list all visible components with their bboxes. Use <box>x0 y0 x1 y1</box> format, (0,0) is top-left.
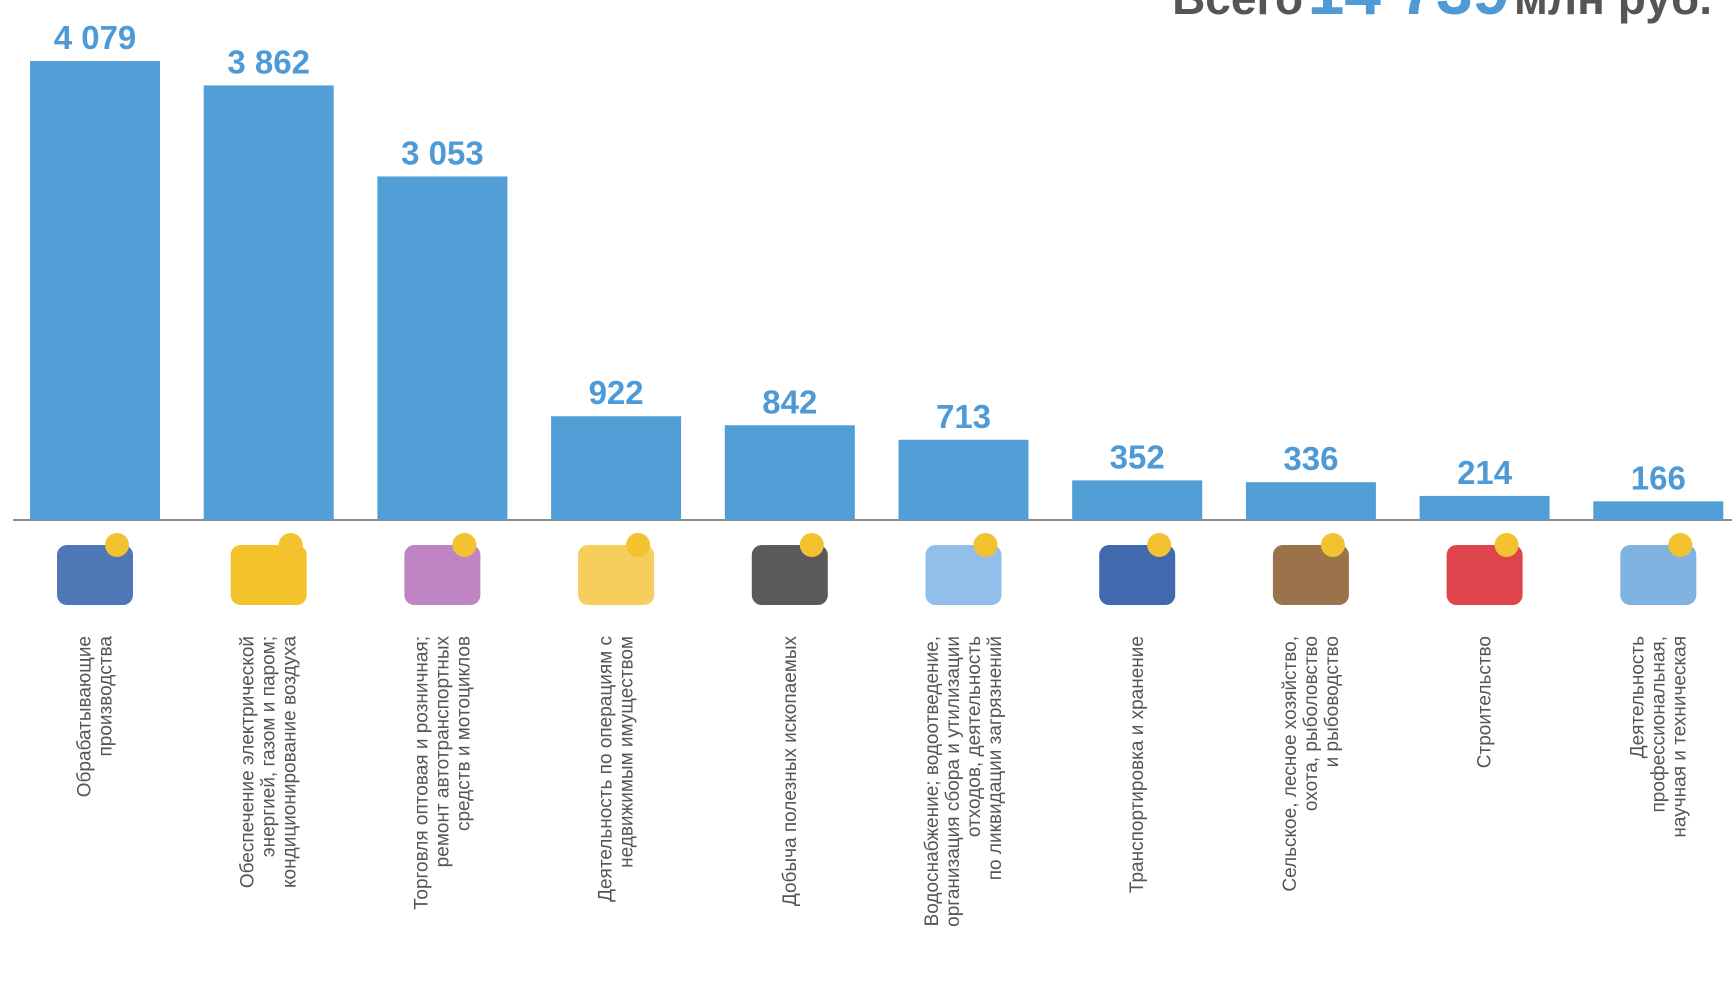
bar <box>1245 482 1376 520</box>
bar <box>377 176 508 520</box>
value-label: 842 <box>762 383 817 420</box>
icon-shape <box>278 533 303 557</box>
x-tick-label: Сельское, лесное хозяйство,охота, рыболо… <box>1280 636 1343 892</box>
icon-shape <box>578 545 655 605</box>
bar <box>1072 480 1203 520</box>
icon-shape <box>57 545 133 605</box>
value-label: 922 <box>589 374 644 411</box>
icon-shape <box>799 533 824 557</box>
x-tick-label: Водоснабжение; водоотведение,организация… <box>922 636 1006 927</box>
category-icon <box>1272 533 1349 605</box>
value-label: 3 862 <box>227 43 310 80</box>
bar <box>203 85 334 520</box>
icon-shape <box>1272 545 1349 605</box>
category-icon <box>1446 533 1523 605</box>
icon-shape <box>973 533 998 557</box>
x-tick-label: Обеспечение электрическойэнергией, газом… <box>238 636 301 889</box>
value-label: 166 <box>1631 459 1686 496</box>
title-suffix: млн руб. <box>1514 0 1712 24</box>
icon-shape <box>105 533 129 557</box>
title-prefix: Всего <box>1172 0 1303 24</box>
category-icon <box>578 533 655 605</box>
icon-shape <box>1446 545 1523 605</box>
category-icon <box>230 533 307 605</box>
icon-shape <box>1620 545 1697 605</box>
icon-shape <box>1494 533 1519 557</box>
icon-shape <box>1668 533 1693 557</box>
icon-shape <box>1147 533 1172 557</box>
bar <box>1419 495 1550 520</box>
value-label: 3 053 <box>401 134 484 171</box>
value-label: 713 <box>936 398 991 435</box>
value-label: 214 <box>1457 454 1513 491</box>
x-tick-label: Обрабатывающиепроизводства <box>75 636 117 798</box>
icon-shape <box>404 545 481 605</box>
x-tick-label: Деятельностьпрофессиональная,научная и т… <box>1627 636 1690 838</box>
value-label: 4 079 <box>54 19 137 56</box>
category-icon <box>404 533 481 605</box>
x-tick-label: Добыча полезных ископаемых <box>780 636 801 907</box>
icon-shape <box>626 533 651 557</box>
chart-title: Всего 14 739 млн руб. <box>1172 0 1712 28</box>
x-tick-label: Транспортировка и хранение <box>1127 636 1148 893</box>
icon-shape <box>925 545 1002 605</box>
x-tick-label: Торговля оптовая и розничная;ремонт авто… <box>411 636 474 910</box>
title-total: 14 739 <box>1308 0 1510 28</box>
bar <box>724 425 855 520</box>
value-label: 352 <box>1110 438 1165 475</box>
icon-shape <box>1099 545 1176 605</box>
icon-shape <box>452 533 477 557</box>
category-icon <box>1099 533 1176 605</box>
bar <box>898 439 1029 520</box>
icon-shape <box>1320 533 1345 557</box>
category-icon <box>57 533 133 605</box>
x-tick-label: Строительство <box>1475 636 1496 768</box>
value-label: 336 <box>1283 440 1338 477</box>
icon-shape <box>751 545 828 605</box>
bar <box>30 61 160 520</box>
bar <box>1593 501 1724 520</box>
icon-shape <box>230 545 307 605</box>
category-icon <box>925 533 1002 605</box>
category-icon <box>751 533 828 605</box>
x-tick-label: Деятельность по операциям снедвижимым им… <box>596 636 638 902</box>
bar <box>551 416 682 520</box>
category-icon <box>1620 533 1697 605</box>
